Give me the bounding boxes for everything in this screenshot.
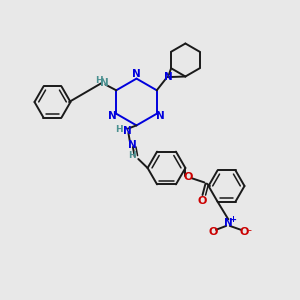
Text: N: N <box>156 111 165 121</box>
Text: N: N <box>100 78 108 88</box>
Text: O: O <box>198 196 207 206</box>
Text: N: N <box>123 125 132 136</box>
Text: H: H <box>95 76 103 85</box>
Text: N: N <box>224 218 232 229</box>
Text: N: N <box>108 111 117 121</box>
Text: N: N <box>128 140 137 150</box>
Text: -: - <box>248 225 252 235</box>
Text: H: H <box>116 124 123 134</box>
Text: O: O <box>208 226 218 237</box>
Text: N: N <box>132 69 141 80</box>
Text: H: H <box>128 151 136 160</box>
Text: N: N <box>164 72 172 82</box>
Text: O: O <box>240 226 249 237</box>
Text: +: + <box>229 215 236 224</box>
Text: O: O <box>184 172 193 182</box>
